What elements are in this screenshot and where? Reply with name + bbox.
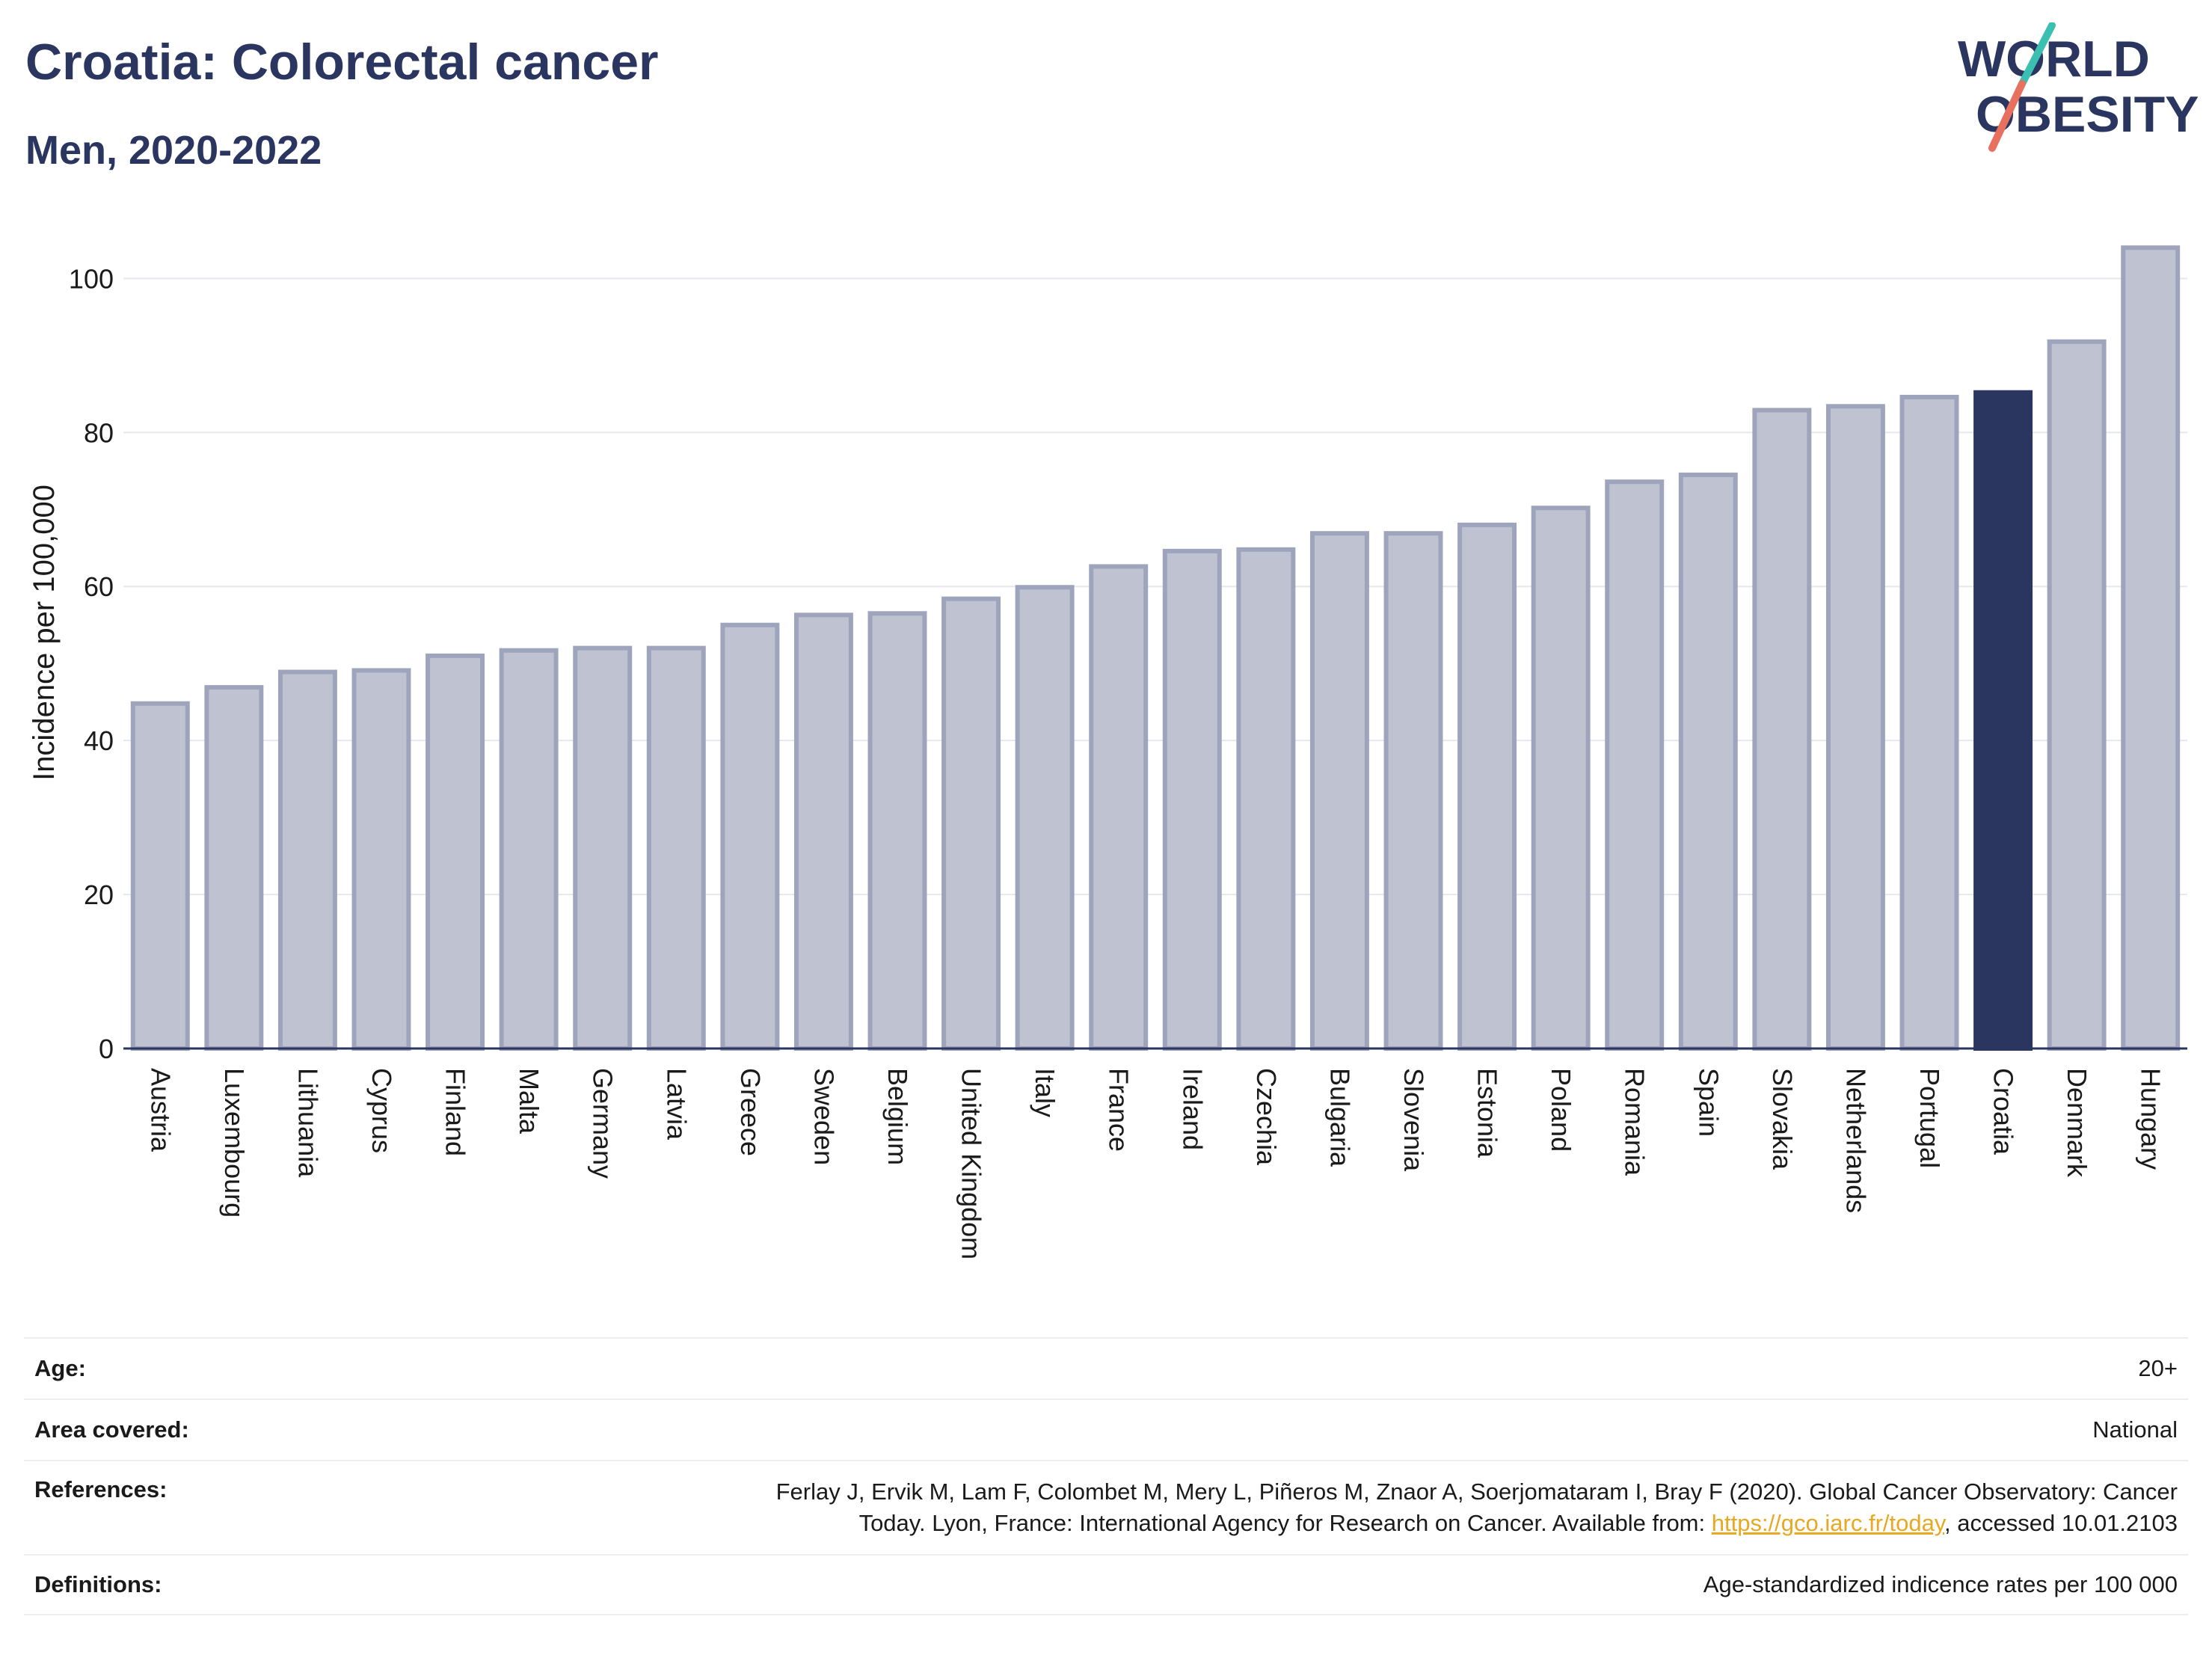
x-tick-label: Romania — [1620, 1068, 1650, 1176]
info-label-area: Area covered: — [34, 1416, 189, 1443]
x-tick-label: Poland — [1546, 1068, 1576, 1152]
info-value-age: 20+ — [2138, 1355, 2178, 1381]
bar-greece — [720, 622, 780, 1051]
x-tick-label: Bulgaria — [1324, 1068, 1355, 1167]
info-table: Age: 20+ Area covered: National Referenc… — [24, 1337, 2188, 1615]
y-axis-label: Incidence per 100,000 — [28, 485, 61, 781]
bar-austria — [130, 701, 190, 1051]
info-value-references: Ferlay J, Ervik M, Lam F, Colombet M, Me… — [776, 1476, 2178, 1539]
bar-estonia — [1457, 522, 1517, 1051]
x-tick-label: Czechia — [1251, 1068, 1282, 1166]
bar-spain — [1678, 472, 1738, 1051]
info-label-age: Age: — [34, 1355, 86, 1381]
x-tick-label: Slovakia — [1767, 1068, 1798, 1170]
page-title: Croatia: Colorectal cancer — [25, 34, 659, 90]
bar-italy — [1015, 585, 1075, 1051]
info-label-definitions: Definitions: — [34, 1571, 162, 1597]
x-tick-label: Belgium — [882, 1068, 913, 1165]
info-row-references: References: Ferlay J, Ervik M, Lam F, Co… — [24, 1460, 2188, 1554]
bar-portugal — [1899, 394, 1959, 1051]
bar-united-kingdom — [941, 596, 1001, 1051]
reference-line-2: Today. Lyon, France: International Agenc… — [858, 1510, 1712, 1536]
bar-slovakia — [1752, 408, 1812, 1051]
logo-slash-teal — [2018, 22, 2056, 87]
x-tick-label: United Kingdom — [956, 1068, 987, 1259]
reference-link[interactable]: https://gco.iarc.fr/today — [1711, 1510, 1945, 1536]
y-tick-label: 40 — [84, 725, 114, 756]
x-tick-label: Italy — [1030, 1068, 1060, 1117]
y-tick-label: 60 — [84, 571, 114, 602]
x-tick-label: Portugal — [1914, 1068, 1945, 1168]
y-tick-label: 100 — [69, 263, 114, 294]
x-tick-label: Lithuania — [292, 1068, 323, 1178]
bar-belgium — [867, 611, 927, 1051]
info-label-references: References: — [34, 1476, 168, 1502]
info-row-definitions: Definitions: Age-standardized indicence … — [24, 1554, 2188, 1615]
bar-lithuania — [277, 669, 337, 1051]
reference-accessed: , accessed 10.01.2103 — [1944, 1510, 2178, 1536]
info-value-area: National — [2092, 1416, 2178, 1443]
bar-romania — [1605, 479, 1665, 1051]
world-obesity-logo: WORLD OBESITY — [1958, 22, 2199, 152]
bar-ireland — [1162, 548, 1222, 1051]
x-tick-label: Greece — [735, 1068, 766, 1156]
bar-slovenia — [1383, 531, 1443, 1051]
info-value-definitions: Age-standardized indicence rates per 100… — [1703, 1571, 2178, 1597]
bar-cyprus — [351, 668, 411, 1051]
bar-bulgaria — [1309, 531, 1369, 1051]
x-tick-label: Ireland — [1177, 1068, 1208, 1150]
x-tick-label: Denmark — [2062, 1068, 2092, 1178]
reference-line-1: Ferlay J, Ervik M, Lam F, Colombet M, Me… — [775, 1479, 2178, 1505]
x-tick-label: Spain — [1693, 1068, 1724, 1137]
info-row-area: Area covered: National — [24, 1398, 2188, 1460]
y-tick-label: 0 — [99, 1034, 114, 1064]
bar-luxembourg — [204, 685, 264, 1051]
bar-poland — [1531, 506, 1591, 1051]
bar-chart: 0 20 40 60 80 100 Incidence per 100,000 Austria… — [28, 245, 2187, 1259]
x-tick-label: Malta — [514, 1068, 544, 1134]
bar-malta — [499, 648, 559, 1051]
bar-germany — [573, 645, 633, 1051]
bar-sweden — [793, 612, 853, 1051]
bar-latvia — [646, 645, 706, 1051]
x-tick-label: France — [1104, 1068, 1134, 1152]
logo-slash-coral — [1988, 80, 2026, 152]
bar-finland — [425, 653, 485, 1051]
x-tick-label: Germany — [588, 1068, 618, 1179]
x-tick-label: Latvia — [661, 1068, 692, 1140]
bar-denmark — [2047, 339, 2107, 1051]
y-tick-label: 80 — [84, 417, 114, 448]
x-tick-label: Sweden — [808, 1068, 839, 1165]
bar-croatia — [1973, 390, 2033, 1051]
x-tick-label: Cyprus — [366, 1068, 397, 1153]
bar-hungary — [2121, 245, 2181, 1051]
x-tick-label: Finland — [440, 1068, 471, 1156]
page-subtitle: Men, 2020-2022 — [25, 128, 322, 173]
x-tick-label: Slovenia — [1398, 1068, 1429, 1172]
bar-czechia — [1236, 547, 1296, 1051]
x-tick-label: Estonia — [1472, 1068, 1503, 1158]
info-row-age: Age: 20+ — [24, 1337, 2188, 1398]
x-tick-label: Austria — [145, 1068, 176, 1152]
y-tick-label: 20 — [84, 879, 114, 910]
bar-netherlands — [1825, 404, 1885, 1051]
x-tick-label: Hungary — [2136, 1068, 2166, 1170]
x-tick-label: Luxembourg — [219, 1068, 250, 1218]
x-tick-label: Netherlands — [1840, 1068, 1871, 1213]
bar-france — [1089, 564, 1149, 1051]
logo-word-1: WORLD — [1958, 31, 2150, 87]
x-tick-label: Croatia — [1988, 1068, 2019, 1155]
